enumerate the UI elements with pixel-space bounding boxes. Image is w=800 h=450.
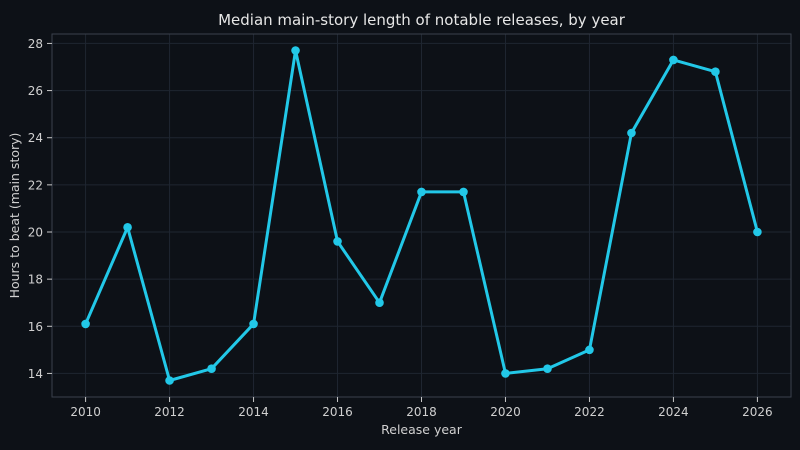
y-tick-label: 18 [28, 273, 43, 287]
y-tick-label: 24 [28, 131, 43, 145]
data-point [669, 55, 678, 65]
x-tick-label: 2020 [490, 405, 521, 419]
data-point [543, 364, 552, 374]
data-point [291, 46, 300, 55]
y-tick-label: 14 [28, 367, 43, 381]
x-tick-label: 2018 [406, 405, 437, 419]
data-point [81, 319, 90, 329]
y-axis: 14 16 18 20 22 24 26 28 [28, 37, 52, 381]
y-tick-label: 16 [28, 320, 43, 334]
data-point [711, 67, 720, 77]
data-point [585, 345, 594, 355]
data-point [165, 376, 174, 385]
y-tick-label: 26 [28, 84, 43, 98]
data-point [207, 364, 216, 374]
data-point [249, 319, 258, 329]
x-axis-label: Release year [381, 422, 463, 437]
x-tick-label: 2024 [658, 405, 689, 419]
data-point [501, 369, 510, 378]
data-point [123, 222, 132, 232]
x-tick-label: 2022 [574, 405, 605, 419]
data-point [627, 128, 636, 138]
x-tick-label: 2014 [238, 405, 269, 419]
x-tick-label: 2010 [70, 405, 101, 419]
y-tick-label: 28 [28, 37, 43, 51]
data-point [375, 298, 384, 308]
chart-title: Median main-story length of notable rele… [218, 11, 626, 29]
data-point [333, 237, 342, 246]
series-group [81, 46, 762, 385]
data-point [459, 187, 468, 197]
y-axis-label: Hours to beat (main story) [7, 133, 22, 299]
y-tick-label: 22 [28, 178, 43, 192]
x-tick-label: 2026 [742, 405, 773, 419]
x-tick-label: 2012 [154, 405, 185, 419]
data-point [417, 187, 426, 197]
grid [52, 34, 791, 397]
y-tick-label: 20 [28, 226, 43, 240]
data-point [753, 227, 762, 237]
x-tick-label: 2016 [322, 405, 353, 419]
x-axis: 2010 2012 2014 2016 2018 2020 2022 2024 2026 [70, 397, 773, 419]
